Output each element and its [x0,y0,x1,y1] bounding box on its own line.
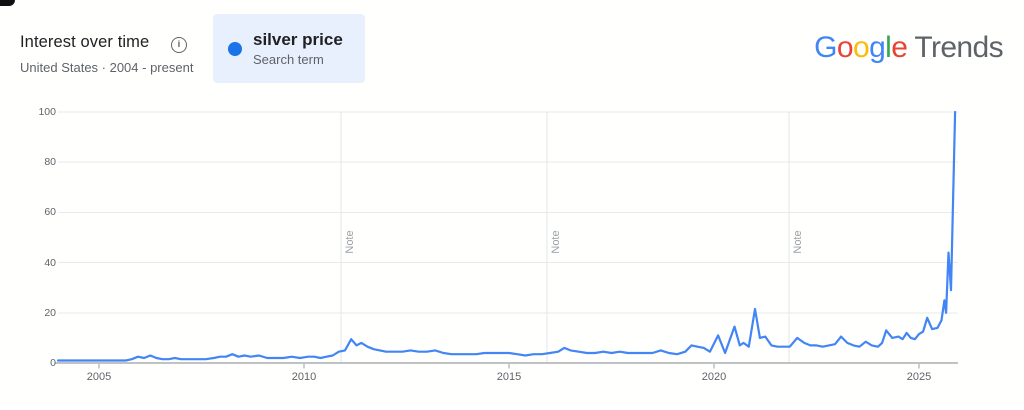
google-trends-logo[interactable]: Google Trends [814,31,1003,65]
info-icon[interactable]: i [171,37,187,53]
trends-logo-suffix: Trends [914,31,1003,64]
interest-over-time-chart[interactable]: 0 20 40 60 80 100 Note Note Note 2005 2010 2015 2020… [0,95,1024,395]
google-logo-letters: Google [814,31,908,64]
y-axis-label-40: 40 [44,256,56,269]
y-axis-label-0: 0 [50,357,56,369]
legend-chip: silver price Search term [213,14,365,83]
series-color-dot [228,41,242,56]
note-marker-label[interactable]: Note [550,230,563,254]
trend-line-plot [55,110,958,369]
search-term-type: Search term [253,52,324,67]
x-axis-label-2005: 2005 [86,371,112,383]
x-axis-label-2015: 2015 [496,371,522,383]
google-logo-letter: o [852,31,870,64]
google-logo-letter: g [869,31,886,64]
note-marker-label[interactable]: Note [792,230,805,254]
x-axis-label-2025: 2025 [906,371,932,383]
screen-corner-artifact [0,0,15,6]
google-logo-letter: e [891,31,908,64]
y-axis-label-60: 60 [44,206,56,219]
legend-text: silver price Search term [253,30,343,67]
google-logo-letter: l [885,31,892,64]
trend-line-silver-price [56,110,957,362]
report-scope: United States · 2004 - present [20,60,194,75]
google-logo-letter: o [836,31,854,64]
y-axis-label-20: 20 [44,306,56,319]
x-axis-label-2010: 2010 [291,371,317,383]
y-axis-label-100: 100 [38,106,56,118]
y-axis-label-80: 80 [44,156,56,169]
search-term-label: silver price [253,30,343,49]
note-marker-label[interactable]: Note [343,230,356,254]
x-axis-label-2020: 2020 [701,371,727,383]
page-title: Interest over time [20,33,150,51]
google-logo-letter: G [814,31,837,64]
